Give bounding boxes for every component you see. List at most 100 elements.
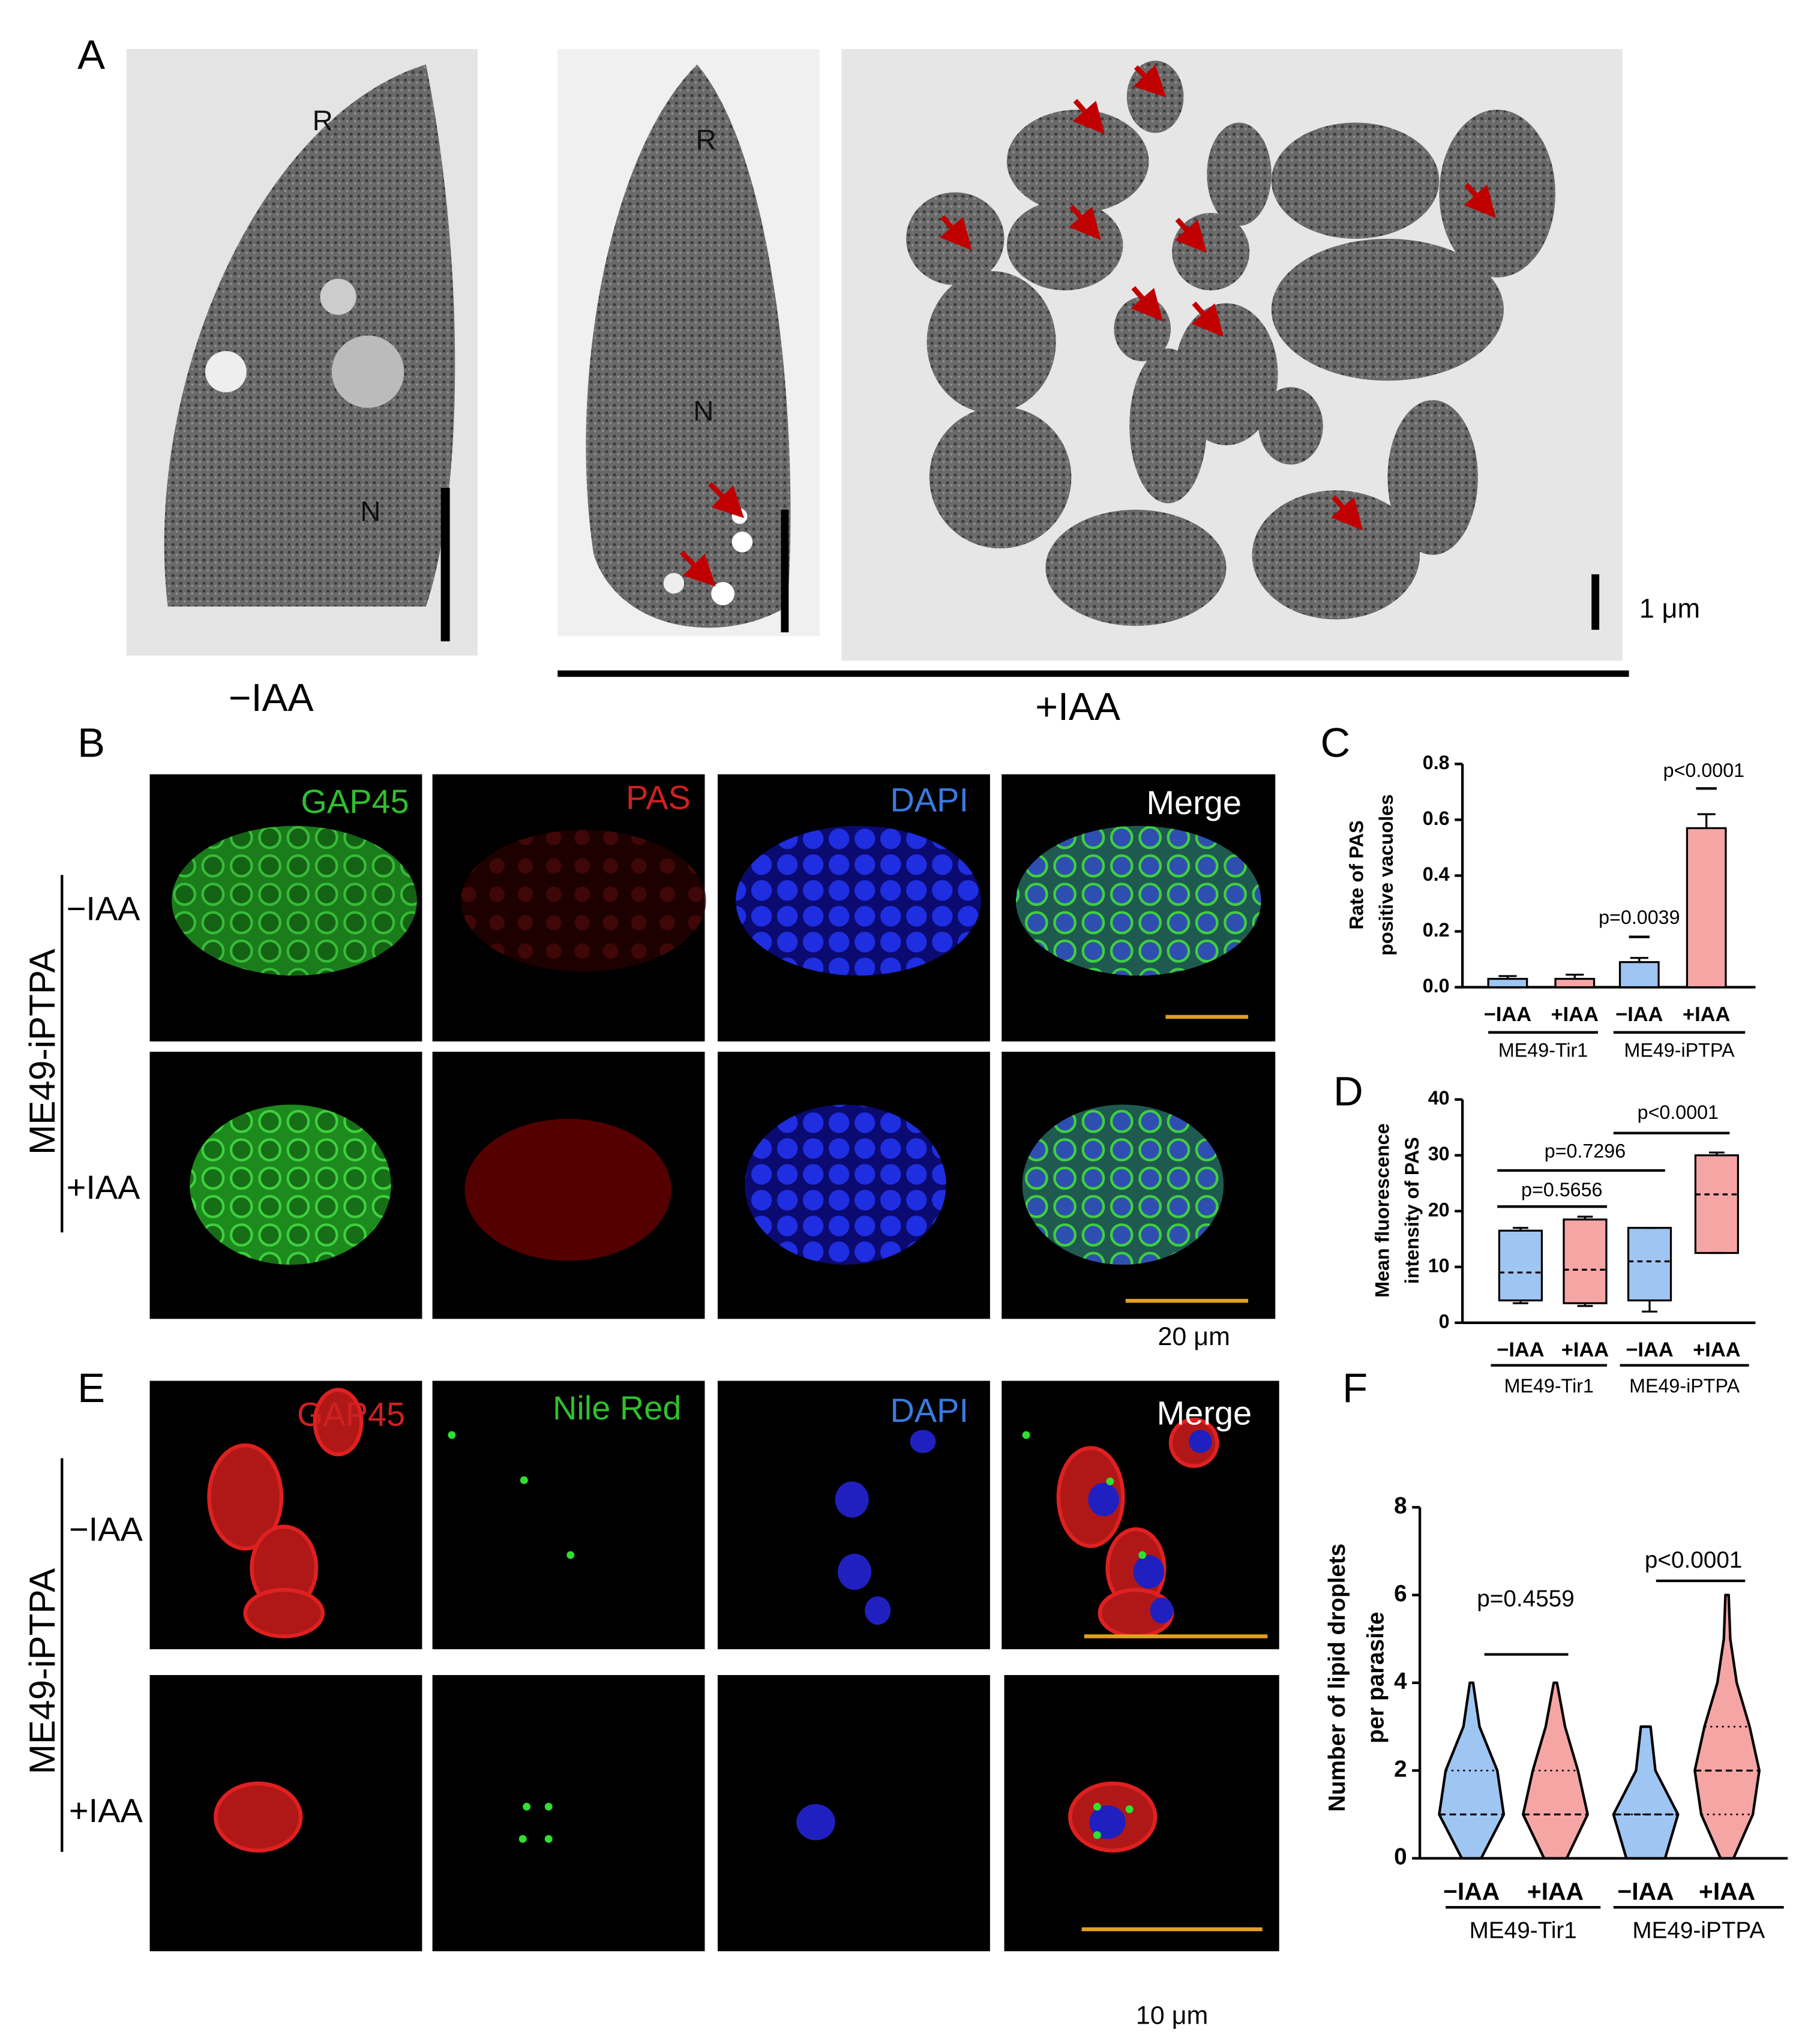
- channel-label: Merge: [1157, 1394, 1252, 1431]
- y-tick-label: 0.4: [1423, 863, 1450, 885]
- panel-label: D: [1333, 1068, 1363, 1114]
- group-label: ME49-iPTPA: [1624, 1040, 1735, 1061]
- channel-label: GAP45: [297, 1395, 405, 1433]
- error-bar: [1498, 975, 1517, 979]
- panel-label: F: [1342, 1365, 1368, 1411]
- channel-label: PAS: [626, 778, 691, 816]
- y-tick-label: 6: [1394, 1581, 1407, 1607]
- whisker: [1513, 1300, 1528, 1304]
- condition-label: +IAA: [1035, 685, 1120, 728]
- bar: [1487, 977, 1528, 989]
- x-tick-label: +IAA: [1699, 1877, 1755, 1905]
- y-tick-label: 30: [1428, 1143, 1450, 1164]
- panel-label: C: [1321, 719, 1351, 766]
- organelle-label: N: [693, 395, 713, 427]
- channel-label: Merge: [1146, 784, 1241, 821]
- channel-label: DAPI: [890, 781, 969, 819]
- scale-label: 1 μm: [1639, 593, 1700, 623]
- x-tick-label: −IAA: [1615, 1003, 1663, 1026]
- group-label: ME49-Tir1: [1498, 1040, 1588, 1061]
- y-axis-label: positive vacuoles: [1375, 794, 1397, 956]
- organelle-label: R: [313, 105, 333, 137]
- channel-label: GAP45: [301, 782, 409, 820]
- panel-e: E GAP45 Nile Red DAPI Merge ME49-iPTPA −…: [22, 1365, 1279, 2030]
- error-bar: [1566, 973, 1584, 979]
- violin: [1438, 1681, 1506, 1860]
- row-label: −IAA: [67, 889, 140, 927]
- y-tick-label: 8: [1394, 1493, 1407, 1519]
- y-axis-label: intensity of PAS: [1401, 1137, 1423, 1284]
- whisker: [1577, 1303, 1593, 1307]
- y-tick-label: 0.6: [1423, 808, 1450, 829]
- y-tick-label: 0: [1439, 1310, 1450, 1332]
- vacuole: [331, 335, 404, 408]
- vacuole: [731, 532, 753, 553]
- x-tick-label: −IAA: [1497, 1338, 1544, 1361]
- arrow: [679, 550, 716, 587]
- p-value: p=0.7296: [1545, 1140, 1626, 1161]
- box: [1627, 1227, 1672, 1302]
- condition-label: −IAA: [229, 676, 314, 719]
- p-value: p<0.0001: [1638, 1101, 1719, 1123]
- p-value: p=0.0039: [1599, 907, 1680, 928]
- arrows: [940, 64, 1496, 531]
- vacuole: [663, 573, 685, 594]
- row-label: +IAA: [69, 1791, 143, 1829]
- x-tick-label: −IAA: [1626, 1338, 1673, 1361]
- bar: [1686, 827, 1727, 989]
- y-tick-label: 0.0: [1423, 975, 1450, 997]
- vacuole: [205, 351, 247, 392]
- x-tick-label: +IAA: [1527, 1877, 1584, 1905]
- row-label: −IAA: [69, 1510, 143, 1548]
- scale-label: 10 μm: [1136, 2001, 1208, 2030]
- x-tick-label: +IAA: [1551, 1003, 1599, 1026]
- y-tick-label: 4: [1394, 1668, 1407, 1694]
- y-tick-label: 40: [1428, 1087, 1450, 1109]
- p-value: p=0.4559: [1477, 1586, 1575, 1611]
- box: [1563, 1218, 1608, 1304]
- panel-label: E: [77, 1365, 105, 1411]
- x-tick-label: +IAA: [1693, 1338, 1740, 1361]
- em-cell: [164, 64, 455, 607]
- channel-label: Nile Red: [553, 1389, 681, 1427]
- scale-label: 20 μm: [1158, 1322, 1230, 1351]
- strain-label: ME49-iPTPA: [22, 948, 62, 1154]
- group-label: ME49-iPTPA: [1632, 1917, 1765, 1943]
- panel-b: B GAP45 PAS DAPI Merge ME49-iPTPA −IAA +…: [22, 719, 1276, 1351]
- panel-a: A R N R N 1 μm −IAA +IAA: [77, 32, 1700, 728]
- arrow: [708, 482, 745, 518]
- y-axis-label: per parasite: [1363, 1612, 1389, 1743]
- whisker: [1708, 1151, 1725, 1155]
- p-value: p<0.0001: [1645, 1547, 1743, 1573]
- box: [1694, 1154, 1739, 1254]
- x-tick-label: −IAA: [1484, 1003, 1531, 1026]
- vacuole: [731, 508, 748, 524]
- whisker: [1513, 1227, 1528, 1231]
- x-tick-label: +IAA: [1561, 1338, 1609, 1361]
- y-tick-label: 0.8: [1423, 752, 1450, 773]
- em-cells: [906, 61, 1556, 626]
- violin: [1693, 1593, 1761, 1860]
- error-bar: [1630, 957, 1648, 962]
- images: [149, 1380, 1279, 1952]
- group-label: ME49-Tir1: [1504, 1375, 1594, 1397]
- images: [149, 774, 1276, 1319]
- group-label: ME49-iPTPA: [1629, 1375, 1740, 1397]
- whisker: [1577, 1215, 1593, 1220]
- vacuole: [320, 278, 356, 315]
- y-tick-label: 2: [1394, 1756, 1407, 1782]
- strain-label: ME49-iPTPA: [22, 1568, 62, 1774]
- bar: [1618, 961, 1660, 989]
- organelle-label: N: [360, 496, 380, 528]
- channel-label: DAPI: [890, 1391, 969, 1429]
- box: [1498, 1229, 1543, 1302]
- y-tick-label: 0.2: [1423, 919, 1450, 941]
- x-tick-label: −IAA: [1443, 1877, 1500, 1905]
- panel-label: B: [77, 719, 105, 766]
- organelle-label: R: [696, 124, 716, 156]
- row-label: +IAA: [67, 1168, 140, 1206]
- violin: [1522, 1681, 1589, 1860]
- vacuole: [711, 582, 734, 605]
